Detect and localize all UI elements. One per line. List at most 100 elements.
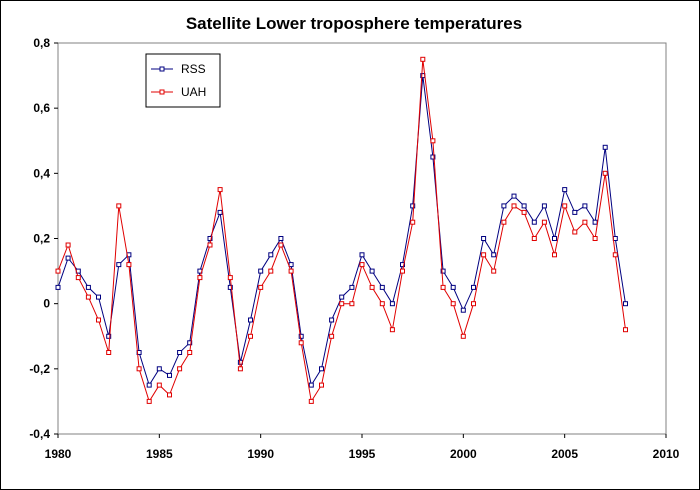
x-tick-label: 1980: [45, 447, 72, 461]
data-point: [96, 317, 101, 323]
data-point: [187, 340, 193, 346]
y-tick-label: 0,6: [33, 101, 50, 115]
data-point: [329, 317, 335, 323]
legend-item-uah: UAH: [151, 85, 206, 99]
data-point: [329, 333, 335, 339]
data-point: [258, 268, 264, 274]
data-point: [592, 219, 598, 225]
data-point: [420, 56, 426, 62]
data-point: [106, 333, 112, 339]
data-point: [450, 284, 456, 290]
x-tick-label: 2005: [551, 447, 578, 461]
data-point: [308, 382, 314, 388]
data-point: [65, 255, 71, 261]
data-point: [511, 193, 517, 199]
data-point: [430, 138, 436, 144]
y-tick-label: 0,2: [33, 232, 50, 246]
legend: RSS UAH: [145, 53, 221, 108]
data-point: [339, 294, 345, 300]
data-point: [75, 275, 81, 281]
data-point: [146, 382, 152, 388]
y-tick-label: 0,4: [33, 166, 50, 180]
data-point: [440, 268, 446, 274]
data-point: [359, 252, 365, 258]
data-point: [248, 317, 253, 323]
data-point: [288, 268, 294, 274]
legend-marker: [159, 66, 165, 72]
data-point: [491, 268, 497, 274]
x-tick-label: 2010: [653, 447, 680, 461]
data-point: [227, 284, 233, 290]
data-point: [582, 203, 588, 209]
data-point: [106, 350, 112, 355]
data-point: [562, 187, 568, 193]
data-point: [460, 307, 466, 313]
data-point: [521, 209, 527, 215]
data-point: [126, 262, 132, 268]
data-point: [552, 252, 557, 258]
data-point: [298, 340, 304, 346]
data-point: [278, 236, 284, 241]
y-tick-label: -0,4: [29, 427, 50, 441]
x-tick-label: 1995: [349, 447, 376, 461]
data-point: [592, 236, 598, 241]
data-point: [167, 372, 172, 378]
x-tick-label: 2000: [450, 447, 477, 461]
data-point: [349, 284, 355, 290]
data-point: [227, 275, 233, 281]
data-point: [552, 236, 557, 241]
data-point: [623, 327, 628, 333]
data-point: [156, 366, 162, 372]
data-point: [217, 187, 223, 193]
data-point: [501, 203, 507, 209]
data-point: [572, 229, 578, 235]
data-point: [298, 333, 304, 339]
data-point: [207, 242, 213, 248]
data-point: [541, 203, 547, 209]
data-point: [389, 327, 395, 333]
data-point: [207, 236, 213, 241]
data-point: [217, 209, 223, 215]
series-uah: [55, 56, 628, 404]
data-point: [116, 262, 122, 268]
data-point: [471, 301, 476, 307]
data-point: [55, 268, 61, 274]
data-point: [349, 301, 355, 307]
y-tick-label: -0,2: [29, 362, 50, 376]
data-point: [187, 350, 193, 355]
data-point: [359, 262, 365, 268]
data-point: [258, 284, 264, 290]
data-point: [602, 144, 608, 150]
data-point: [288, 262, 294, 268]
data-point: [379, 284, 385, 290]
data-point: [602, 170, 608, 176]
data-point: [369, 284, 375, 290]
data-point: [531, 219, 537, 225]
data-point: [177, 350, 183, 355]
data-point: [146, 398, 152, 404]
data-point: [339, 301, 345, 307]
data-point: [278, 242, 284, 248]
legend-marker: [159, 89, 165, 95]
data-point: [481, 252, 487, 258]
chart-title: Satellite Lower troposphere temperatures: [186, 14, 522, 33]
legend-label: UAH: [181, 85, 206, 99]
data-point: [430, 154, 436, 160]
data-point: [501, 219, 507, 225]
data-point: [65, 242, 71, 248]
data-point: [491, 252, 497, 258]
legend-item-rss: RSS: [151, 62, 206, 76]
x-axis: 1980 1985 1990 1995 2000 2005 2010: [45, 434, 680, 461]
series-layer: [55, 56, 628, 404]
data-point: [572, 209, 578, 215]
data-point: [268, 268, 274, 274]
data-point: [541, 219, 547, 225]
data-point: [450, 301, 456, 307]
data-point: [582, 219, 588, 225]
data-point: [197, 275, 203, 281]
data-point: [471, 284, 476, 290]
data-point: [379, 301, 385, 307]
data-point: [460, 333, 466, 339]
y-tick-label: 0: [43, 297, 50, 311]
data-point: [96, 294, 101, 300]
